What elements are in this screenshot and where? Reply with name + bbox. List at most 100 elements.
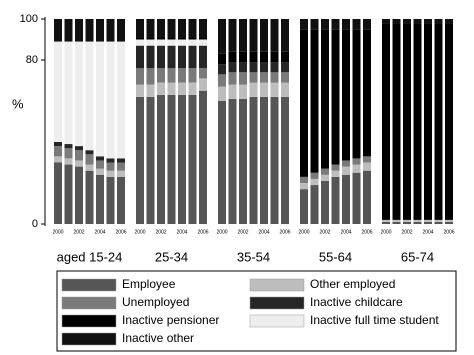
bar-segment [321,19,329,30]
bar-segment [260,96,268,224]
legend-label: Inactive other [122,331,194,345]
bar-segment [96,160,104,169]
bar-segment [178,39,186,46]
bar-segment [106,176,115,224]
x-tick-label: 2002 [155,229,166,235]
bar-segment [413,23,422,220]
bar-segment [445,23,453,220]
bar-segment [434,23,443,220]
bar-segment [178,37,186,40]
bar-segment [382,221,390,224]
bar-segment [434,219,443,222]
bar-segment [228,98,237,224]
bar-segment [199,68,207,79]
bar-segment [363,162,371,171]
bar-segment [157,45,165,69]
bar-segment [321,180,329,224]
bar-segment [199,45,207,69]
bar-segment [352,172,361,224]
legend-label: Inactive full time student [310,313,439,327]
bar-segment [281,82,289,97]
legend-swatch [61,278,117,292]
bar-segment [310,29,319,173]
bar-segment [96,19,104,42]
bar-segment [167,19,176,38]
bar-segment [117,170,125,177]
bar-segment [249,96,258,224]
bar-segment [117,162,125,171]
bar-segment [434,221,443,224]
bar-segment [146,68,155,85]
bar-segment [188,82,197,95]
x-tick-label: 2000 [134,229,145,235]
bar-segment [331,170,340,177]
bar-segment [239,84,247,99]
legend-box [56,270,457,352]
bar-segment [96,174,104,224]
bar-segment [199,37,207,40]
bar-segment [64,144,73,149]
bar-segment [281,96,289,224]
x-tick-label: 2006 [115,229,126,235]
x-tick-label: 2006 [279,229,290,235]
bar-segment [352,19,361,30]
bar-segment [106,158,115,163]
bar-segment [146,45,155,69]
bar-segment [136,39,144,46]
bar-segment [321,174,329,181]
bar-segment [424,19,432,24]
x-tick-label: 2006 [443,229,454,235]
y-tick-label: 80 [26,54,38,66]
bar-segment [146,84,155,97]
bar-segment [321,29,329,169]
bar-segment [321,168,329,175]
bar-segment [310,19,319,30]
bar-segment [199,39,207,46]
bar-segment [199,78,207,91]
bar-segment [281,62,289,73]
x-tick-label: 2004 [94,229,105,235]
bar-segment [392,23,401,220]
bar-segment [403,221,411,224]
bar-segment [392,221,401,224]
bar-segment [434,19,443,24]
bar-segment [117,19,125,42]
group-label: 55-64 [319,249,352,264]
x-tick-label: 2006 [197,229,208,235]
bar-segment [331,176,340,224]
bar-segment [300,29,308,177]
bar-segment [239,51,247,63]
bar-segment [300,183,308,190]
y-axis-label: % [12,96,24,111]
bar-segment [167,82,176,95]
bar-segment [178,94,186,224]
bar-segment [54,156,62,163]
bar-segment [117,176,125,224]
bar-segment [188,68,197,83]
bar-segment [260,62,268,73]
bar-segment [106,41,115,159]
bar-segment [64,19,73,42]
bar-segment [136,96,144,224]
y-tick-label: 100 [20,13,38,25]
bar-segment [167,68,176,83]
bar-segment [75,146,83,151]
bar-segment [157,82,165,95]
bar-segment [300,176,308,183]
bar-segment [228,84,237,99]
bar-segment [218,19,226,54]
bar-segment [352,164,361,173]
bar-segment [445,19,453,24]
bar-segment [413,221,422,224]
bar-segment [260,51,268,63]
legend-label: Unemployed [122,295,189,309]
bar-segment [249,82,258,97]
bar-segment [270,62,279,73]
bar-segment [136,68,144,85]
bar-segment [199,19,207,38]
bar-segment [281,19,289,52]
bar-segment [157,37,165,40]
bar-segment [270,19,279,52]
x-tick-label: 2004 [422,229,433,235]
x-tick-label: 2004 [176,229,187,235]
